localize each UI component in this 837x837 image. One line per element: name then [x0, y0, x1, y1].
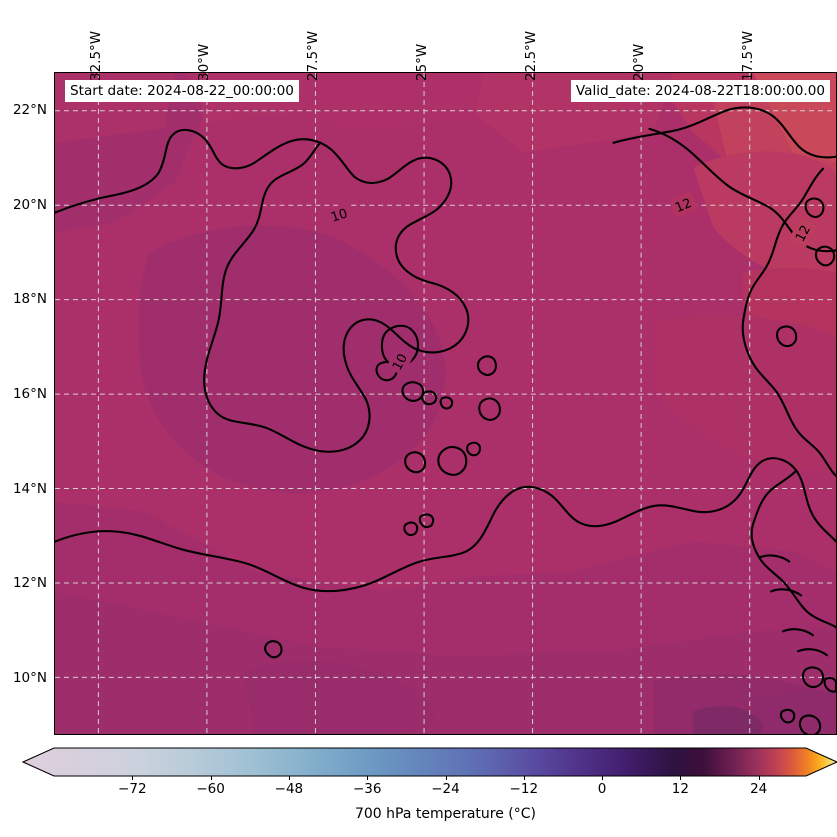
colorbar-tick-label: 24: [750, 781, 768, 797]
colorbar-tick-mark: [680, 776, 682, 780]
lon-tick-label: 22.5°W: [522, 30, 539, 81]
colorbar-tick-mark: [523, 776, 525, 780]
colorbar-tick-mark: [758, 776, 760, 780]
colorbar-tick-mark: [367, 776, 369, 780]
colorbar-tick-label: 12: [671, 781, 689, 797]
lat-tick-label: 10°N: [12, 670, 47, 687]
colorbar-tick-label: −36: [352, 781, 382, 797]
lon-tick-label: 25°W: [413, 43, 430, 81]
valid-date-annotation: Valid_date: 2024-08-22T18:00:00.00: [570, 80, 830, 102]
contour-label-10-central: 10: [390, 352, 411, 374]
colorbar-axis-label: 700 hPa temperature (°C): [354, 806, 537, 822]
colorbar-tick-mark: [602, 776, 604, 780]
colorbar-tick-label: −48: [274, 781, 304, 797]
colorbar-tick-mark: [210, 776, 212, 780]
lat-tick-label: 16°N: [12, 386, 47, 403]
lat-tick-label: 18°N: [12, 291, 47, 308]
colorbar[interactable]: −72 −60 −48 −36 −24 −12 0 12 24: [21, 747, 837, 797]
colorbar-tick-label: −60: [196, 781, 225, 797]
lon-tick-label: 32.5°W: [87, 30, 104, 81]
colorbar-tick-label: −24: [431, 781, 460, 797]
lat-tick-label: 20°N: [12, 196, 47, 213]
colorbar-gradient: [21, 747, 837, 777]
map-plot-area[interactable]: 10 10 12 12 Start date: 2024-08-22_00:00…: [54, 72, 837, 735]
colorbar-tick-mark: [132, 776, 134, 780]
contour-label-12-west: 12: [673, 196, 694, 216]
lon-tick-label: 30°W: [196, 43, 213, 81]
temperature-field-map: 10 10 12 12: [55, 73, 836, 734]
contour-label-10-north: 10: [329, 206, 349, 225]
colorbar-tick-label: 0: [597, 781, 607, 797]
colorbar-tick-label: −72: [118, 781, 147, 797]
colorbar-tick-label: −12: [509, 781, 539, 797]
lat-tick-label: 12°N: [12, 575, 47, 592]
colorbar-tick-mark: [288, 776, 290, 780]
contour-label-12-east: 12: [793, 223, 814, 245]
lat-tick-label: 22°N: [12, 101, 47, 118]
start-date-annotation: Start date: 2024-08-22_00:00:00: [65, 80, 299, 102]
lat-tick-label: 14°N: [12, 480, 47, 497]
lon-tick-label: 27.5°W: [305, 30, 321, 81]
lon-tick-label: 17.5°W: [740, 30, 756, 81]
lon-tick-label: 20°W: [631, 43, 648, 81]
colorbar-tick-mark: [445, 776, 447, 780]
